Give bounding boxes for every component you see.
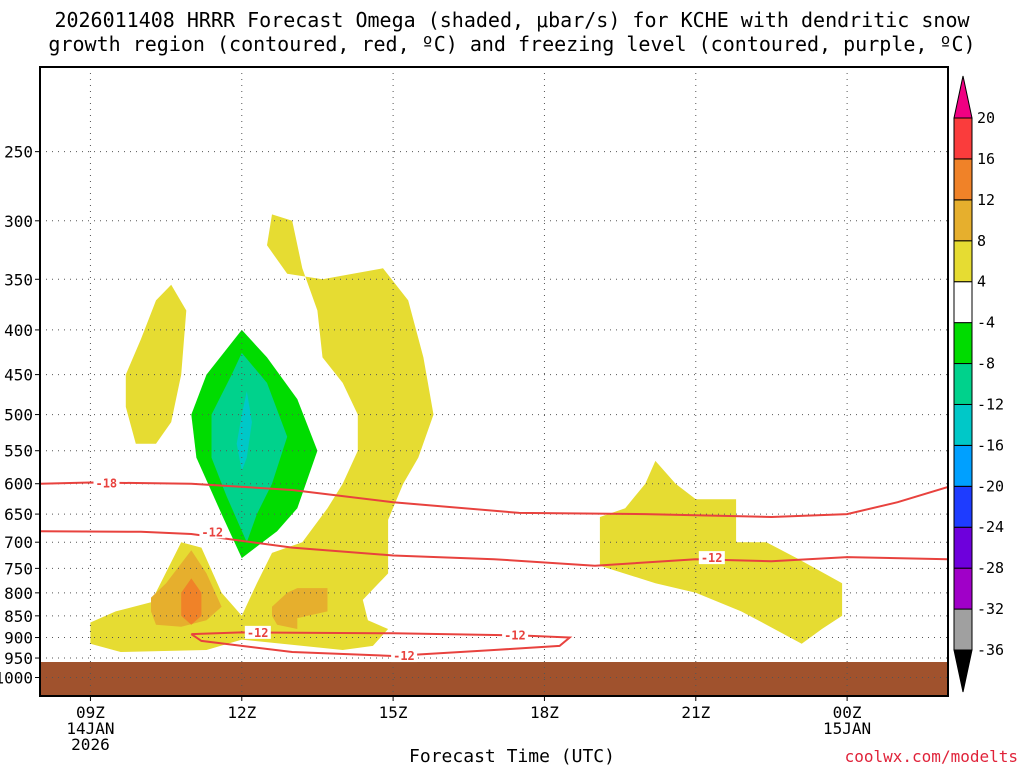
omega-shading xyxy=(90,214,843,652)
x-tick-label: 15JAN xyxy=(823,719,871,738)
colorbar-tick-label: 12 xyxy=(977,191,995,209)
y-tick-label: 750 xyxy=(4,559,33,578)
colorbar-tick-label: -32 xyxy=(977,600,1004,618)
colorbar-swatch xyxy=(953,567,973,610)
colorbar-swatch xyxy=(953,322,973,365)
omega-region-1 xyxy=(125,284,187,444)
contour-label: -12 xyxy=(201,525,223,539)
colorbar-swatch xyxy=(953,444,973,487)
colorbar-tick-label: -28 xyxy=(977,559,1004,577)
colorbar-swatch xyxy=(953,485,973,528)
y-tick-label: 300 xyxy=(4,212,33,231)
contour-label-bg xyxy=(698,551,725,565)
y-tick-label: 550 xyxy=(4,442,33,461)
x-tick-label: 09Z xyxy=(76,703,105,722)
colorbar-top-arrow xyxy=(953,75,973,119)
ground-fill xyxy=(40,662,948,696)
y-tick-label: 500 xyxy=(4,406,33,425)
contour-label: -12 xyxy=(504,628,526,642)
colorbar-swatch xyxy=(953,158,973,201)
y-tick-label: 950 xyxy=(4,649,33,668)
omega-region-4 xyxy=(272,588,328,629)
colorbar-swatch xyxy=(953,526,973,569)
x-tick-label: 21Z xyxy=(681,703,710,722)
colorbar-swatch xyxy=(953,608,973,651)
contour-line-0 xyxy=(40,481,948,519)
pressure-axis: 250 300 350 400 450 500 550 600 650 700 750 800 850 9… xyxy=(0,143,40,687)
colorbar-tick-label: -20 xyxy=(977,477,1004,495)
colorbar-tick-label: 16 xyxy=(977,150,995,168)
y-tick-label: 800 xyxy=(4,584,33,603)
contour-label-bg xyxy=(502,628,529,642)
colorbar-tick-label: 20 xyxy=(977,109,995,127)
chart-title-line-1: 2026011408 HRRR Forecast Omega (shaded, … xyxy=(54,8,970,32)
x-tick-label: 2026 xyxy=(71,735,110,754)
colorbar-tick-label: -36 xyxy=(977,641,1004,659)
y-tick-label: 250 xyxy=(4,143,33,162)
colorbar-tick-label: -24 xyxy=(977,518,1004,536)
colorbar-swatch xyxy=(953,240,973,283)
colorbar-tick-label: -4 xyxy=(977,314,995,332)
contour-label-bg xyxy=(244,625,271,639)
x-tick-label: 00Z xyxy=(833,703,862,722)
colorbar-swatch xyxy=(953,199,973,242)
y-tick-label: 400 xyxy=(4,321,33,340)
colorbar-tick-label: 4 xyxy=(977,273,986,291)
y-tick-label: 350 xyxy=(4,270,33,289)
colorbar-tick-label: 8 xyxy=(977,232,986,250)
x-tick-label: 12Z xyxy=(227,703,256,722)
contour-label: -18 xyxy=(95,477,117,491)
omega-region-8 xyxy=(236,391,252,471)
contour-line-3 xyxy=(190,631,573,658)
y-tick-label: 900 xyxy=(4,629,33,648)
y-tick-label: 450 xyxy=(4,366,33,385)
y-tick-label: 1000 xyxy=(0,668,33,687)
y-tick-label: 650 xyxy=(4,505,33,524)
ground-layer xyxy=(40,662,948,696)
colorbar-swatch xyxy=(953,117,973,160)
contour-label-bg xyxy=(93,476,120,490)
source-credit: coolwx.com/modelts xyxy=(844,747,1018,766)
chart-title-line-2: growth region (contoured, red, ºC) and f… xyxy=(48,32,976,56)
x-tick-label: 14JAN xyxy=(66,719,114,738)
contour-label-bg xyxy=(199,525,226,539)
y-tick-label: 850 xyxy=(4,607,33,626)
y-tick-label: 700 xyxy=(4,533,33,552)
grid-lines xyxy=(40,67,948,696)
colorbar-swatch xyxy=(953,403,973,446)
colorbar-bottom-arrow xyxy=(953,649,973,693)
omega-region-7 xyxy=(211,352,288,543)
contour-label: -12 xyxy=(393,649,415,663)
contour-label-bg xyxy=(391,649,418,663)
omega-region-5 xyxy=(181,578,202,625)
colorbar-tick-label: -12 xyxy=(977,395,1004,413)
contour-line-1 xyxy=(40,530,948,567)
contour-label: -12 xyxy=(701,551,723,565)
x-tick-label: 18Z xyxy=(530,703,559,722)
y-tick-label: 600 xyxy=(4,475,33,494)
colorbar-tick-label: -8 xyxy=(977,355,995,373)
contour-label: -12 xyxy=(247,626,269,640)
plot-frame xyxy=(39,66,949,697)
colorbar-swatch xyxy=(953,363,973,405)
colorbar-tick-label: -16 xyxy=(977,436,1004,454)
contour-lines: -18 -12 -12 -12 -12 -12 xyxy=(40,476,948,663)
omega-colorbar: -36 -32 -28 -24 -20 -16 -12 -8 -4 4 8 12 16 20 xyxy=(953,75,1004,693)
omega-region-0 xyxy=(90,214,434,652)
x-tick-label: 15Z xyxy=(379,703,408,722)
colorbar-swatch xyxy=(953,281,973,324)
x-axis-label: Forecast Time (UTC) xyxy=(409,746,615,767)
